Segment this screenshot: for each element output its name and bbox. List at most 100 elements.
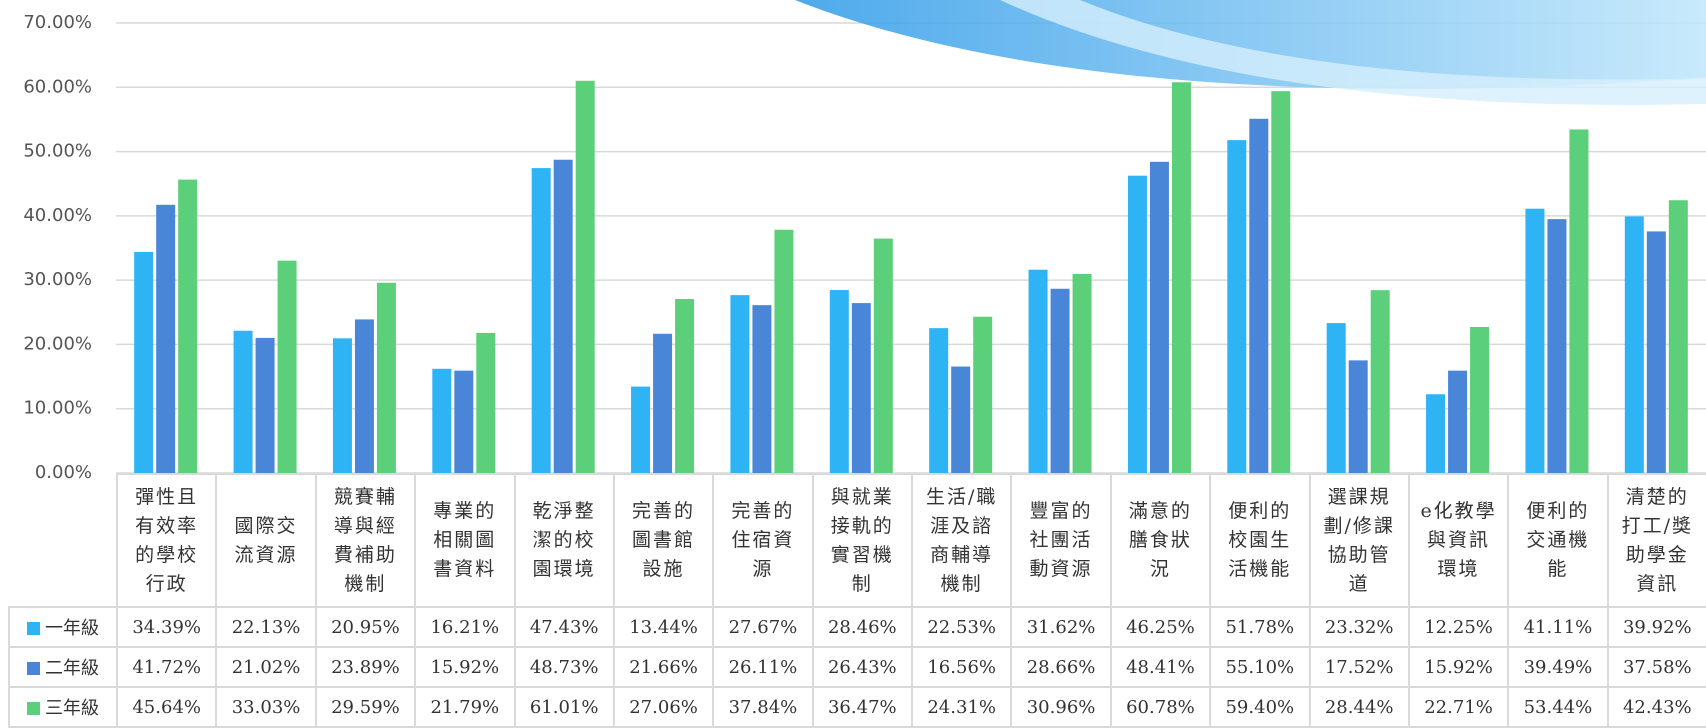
bar [277,260,297,473]
corner-cell [9,474,117,607]
bar [1624,216,1644,473]
bar [178,179,198,473]
decoration-swoosh [795,0,1706,89]
value-cell: 15.92% [1407,646,1510,688]
value-cell: 41.72% [115,646,218,688]
category-label: 乾淨整潔的校園環境 [513,473,615,608]
bar [653,333,673,473]
value-cell: 61.01% [513,686,615,728]
bar [454,370,474,473]
value-cell: 37.84% [712,686,814,728]
bar [376,282,396,473]
bar [432,368,452,473]
data-table: 彈性且有效率的學校行政 國際交流資源 競賽輔導與經費補助機制 專業的相關圖書資料 乾淨整… [8,473,1706,728]
value-cell: 36.47% [811,686,914,728]
header-row: 彈性且有效率的學校行政 國際交流資源 競賽輔導與經費補助機制 專業的相關圖書資料 乾淨整… [9,473,1706,608]
bar [675,299,695,473]
value-cell: 48.73% [513,646,615,688]
y-tick-label: 10.00% [23,398,92,419]
y-tick-label: 40.00% [23,205,92,226]
bar [1171,82,1191,474]
category-label: 完善的圖書館設施 [612,473,715,608]
bar [255,337,275,473]
value-cell: 51.78% [1209,606,1311,648]
category-label: 彈性且有效率的學校行政 [115,473,218,608]
value-cell: 47.43% [513,606,615,648]
value-cell: 60.78% [1109,686,1212,728]
legend-swatch [27,622,40,635]
bar [1646,231,1666,473]
value-cell: 27.67% [712,606,814,648]
value-cell: 31.62% [1010,606,1112,648]
value-cell: 27.06% [612,686,715,728]
bar [631,386,651,473]
bar [973,316,993,473]
bar [1370,290,1390,473]
category-label: 滿意的膳食狀況 [1109,473,1212,608]
value-cell: 21.79% [414,686,516,728]
value-cell: 23.89% [314,646,417,688]
category-label: 便利的校園生活機能 [1209,473,1311,608]
legend-cell: 三年級 [8,686,118,728]
bar [1326,323,1346,473]
bar [730,295,750,473]
value-cell: 21.02% [215,646,317,688]
y-tick-label: 60.00% [23,76,92,97]
bar [1050,288,1070,473]
category-label: 國際交流資源 [215,473,317,608]
legend-label: 三年級 [45,698,99,719]
value-cell: 39.92% [1606,606,1706,648]
bar [829,290,849,473]
value-cell: 59.40% [1209,686,1311,728]
bar [1426,394,1446,473]
value-cell: 46.25% [1109,606,1212,648]
bar [1525,208,1545,473]
value-cell: 37.58% [1606,646,1706,688]
data-row: 一年級 34.39% 22.13% 20.95% 16.21% 47.43% 13.44% 2… [8,606,1706,648]
value-cell: 13.44% [612,606,715,648]
category-label: 清楚的打工/獎助學金資訊 [1606,473,1706,608]
bar [134,251,154,473]
bar [873,238,893,473]
legend-cell: 二年級 [8,646,118,688]
value-cell: 26.43% [811,646,914,688]
category-label: 專業的相關圖書資料 [414,473,516,608]
value-cell: 16.56% [910,646,1013,688]
bar [233,330,253,473]
category-label: 與就業接軌的實習機制 [811,473,914,608]
bar [1547,219,1567,473]
value-cell: 16.21% [414,606,516,648]
value-cell: 24.31% [910,686,1013,728]
value-cell: 55.10% [1209,646,1311,688]
decoration-swoosh [1000,0,1706,105]
value-cell: 17.52% [1308,646,1410,688]
bar [774,229,794,473]
bar [1569,129,1589,473]
bar [575,80,595,474]
bar [752,305,772,473]
bar [1348,360,1368,473]
value-cell: 28.44% [1308,686,1410,728]
value-cell: 42.43% [1606,686,1706,728]
bar [156,204,176,474]
category-label: 豐富的社團活動資源 [1010,473,1112,608]
legend-swatch [27,702,40,715]
bar [1470,327,1490,473]
y-tick-label: 70.00% [23,12,92,33]
y-tick-label: 30.00% [23,269,92,290]
bar [1127,175,1147,473]
category-label: 便利的交通機能 [1507,473,1609,608]
bar [1249,118,1269,474]
value-cell: 22.71% [1407,686,1510,728]
bar [1271,91,1291,474]
value-cell: 41.11% [1507,606,1609,648]
category-label: 生活/職涯及諮商輔導機制 [910,473,1013,608]
y-tick-label: 20.00% [23,333,92,354]
value-cell: 22.13% [215,606,317,648]
bar [1072,273,1092,473]
data-row: 三年級 45.64% 33.03% 29.59% 21.79% 61.01% 27.06% 3… [8,686,1706,728]
category-label: 完善的住宿資源 [712,473,814,608]
value-cell: 15.92% [414,646,516,688]
